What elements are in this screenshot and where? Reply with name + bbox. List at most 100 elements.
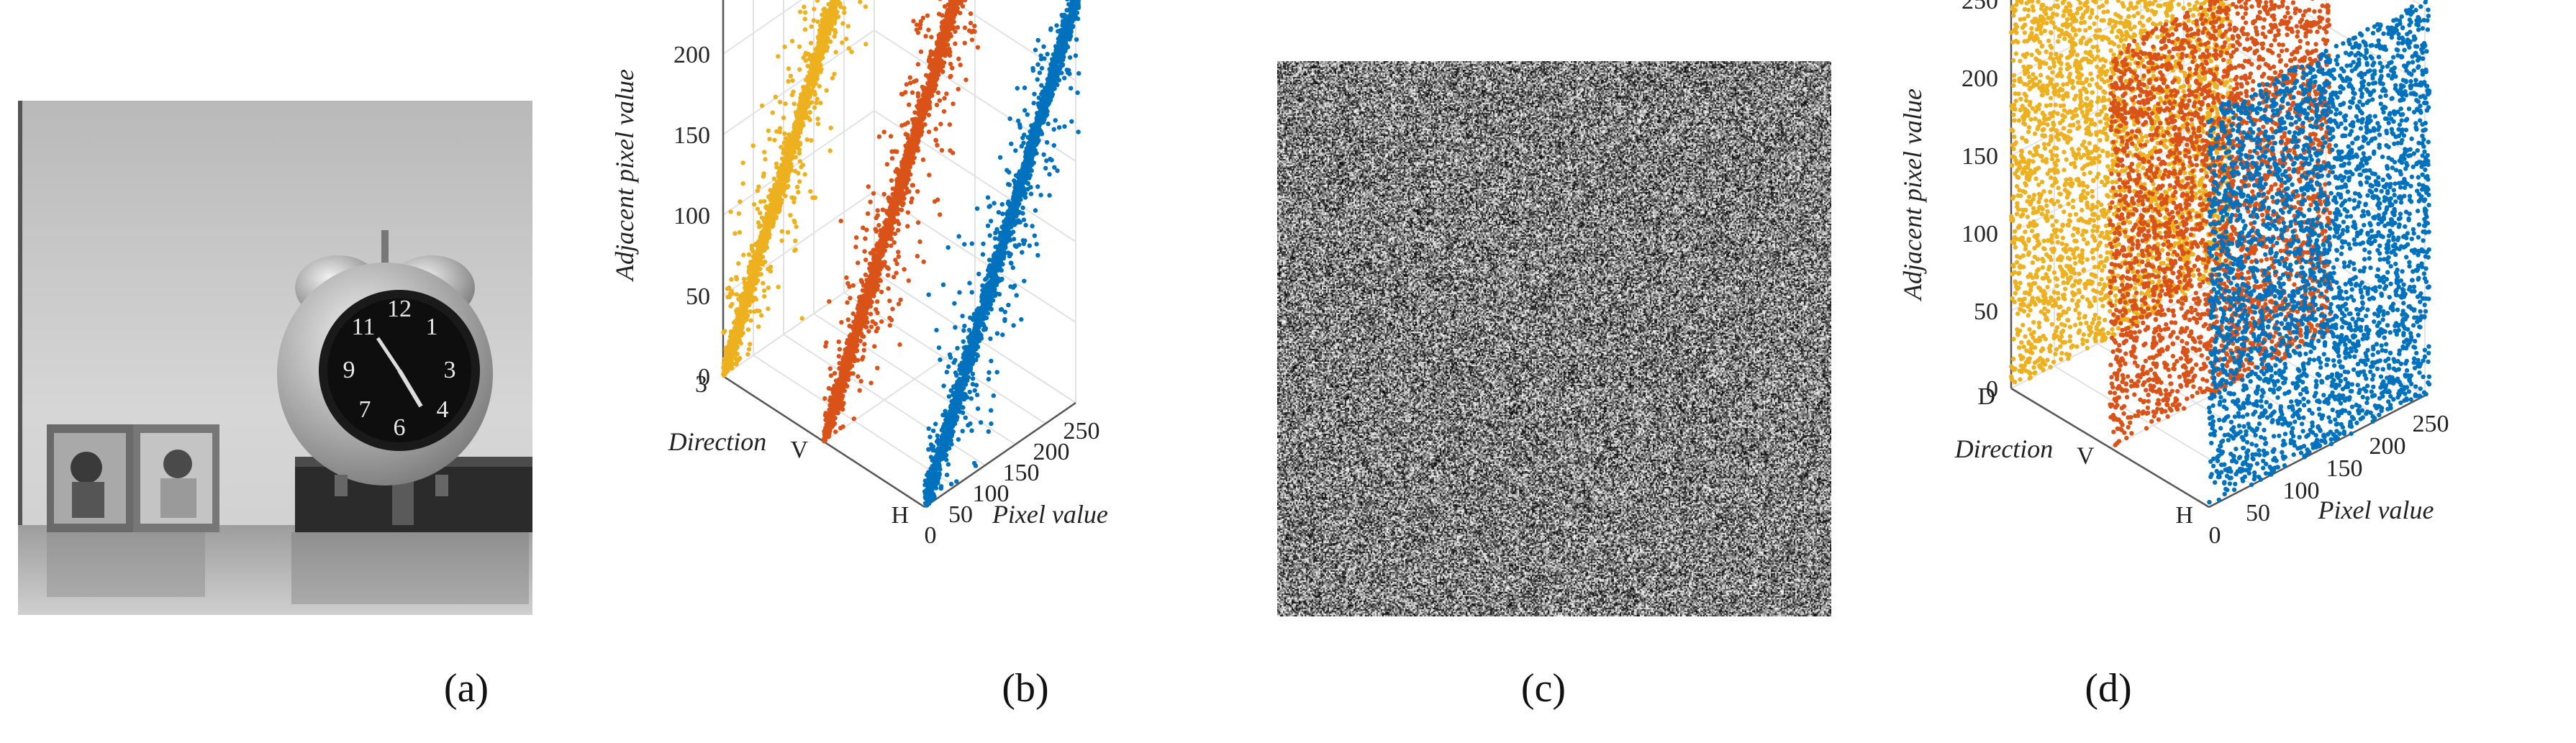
data-point-V xyxy=(889,156,895,161)
data-point-V xyxy=(920,110,926,116)
data-point-D xyxy=(728,350,734,355)
data-point-D xyxy=(791,89,796,94)
data-point-D xyxy=(782,131,787,136)
data-point-V xyxy=(902,122,908,127)
data-point-D xyxy=(842,10,847,15)
data-point-D xyxy=(779,198,784,203)
data-point-V xyxy=(953,41,958,46)
panel-a-photo: 12 3 6 9 1 4 7 11 xyxy=(18,101,532,615)
data-point-V xyxy=(862,249,867,254)
data-point-V xyxy=(858,378,863,384)
clock-photo-image: 12 3 6 9 1 4 7 11 xyxy=(18,101,532,615)
data-point-V xyxy=(894,270,899,275)
data-point-V xyxy=(890,306,895,311)
data-point-V xyxy=(858,302,863,307)
data-point-V xyxy=(894,261,899,266)
data-point-V xyxy=(844,275,849,281)
grid-line xyxy=(722,271,875,377)
data-point-D xyxy=(774,215,779,221)
data-point-V xyxy=(863,257,869,263)
data-point-V xyxy=(864,227,869,232)
data-point-D xyxy=(748,318,753,323)
data-point-V xyxy=(851,332,857,337)
data-point-V xyxy=(892,149,897,154)
data-point-V xyxy=(942,96,947,101)
series-D xyxy=(721,0,869,378)
data-point-V xyxy=(940,13,945,18)
data-point-V xyxy=(911,19,916,24)
data-point-D xyxy=(774,209,779,214)
data-point-D xyxy=(777,126,783,131)
data-point-V xyxy=(899,207,904,212)
data-point-V xyxy=(935,197,940,202)
data-point-D xyxy=(729,330,734,335)
data-point-D xyxy=(759,313,764,318)
data-point-D xyxy=(797,179,802,184)
data-point-D xyxy=(722,371,728,376)
data-point-D xyxy=(808,188,813,194)
data-point-D xyxy=(774,165,779,170)
data-point-D xyxy=(776,190,781,195)
data-point-D xyxy=(733,352,739,357)
data-point-D xyxy=(756,220,761,225)
data-point-D xyxy=(727,285,732,291)
data-point-D xyxy=(804,77,809,82)
data-point-V xyxy=(881,191,886,197)
data-point-D xyxy=(817,83,822,89)
data-point-D xyxy=(770,110,775,115)
data-point-V xyxy=(840,406,845,412)
data-point-V xyxy=(845,383,850,389)
data-point-D xyxy=(752,276,757,281)
data-point-V xyxy=(863,236,868,241)
data-point-V xyxy=(939,147,945,153)
data-point-V xyxy=(861,323,866,329)
data-point-D xyxy=(786,156,792,162)
data-point-D xyxy=(780,190,785,195)
data-point-D xyxy=(781,159,786,164)
data-point-D xyxy=(756,254,761,259)
data-point-D xyxy=(762,232,768,237)
data-point-D xyxy=(733,231,738,236)
data-point-V xyxy=(840,402,845,408)
data-point-D xyxy=(820,12,825,17)
data-point-D xyxy=(831,12,836,17)
data-point-V xyxy=(922,92,928,97)
data-point-D xyxy=(737,229,742,235)
data-point-D xyxy=(735,328,740,333)
data-point-V xyxy=(951,101,956,106)
data-point-V xyxy=(856,374,861,379)
data-point-V xyxy=(875,299,880,304)
data-point-D xyxy=(824,22,829,27)
data-point-V xyxy=(956,56,961,62)
data-point-V xyxy=(938,212,943,217)
data-point-V xyxy=(910,183,916,188)
data-point-D xyxy=(799,316,804,321)
data-point-D xyxy=(751,201,757,207)
data-point-V xyxy=(896,301,902,306)
data-point-V xyxy=(956,86,961,92)
data-point-D xyxy=(763,225,768,231)
data-point-V xyxy=(863,307,869,312)
data-point-D xyxy=(840,40,845,45)
data-point-D xyxy=(800,120,805,126)
data-point-D xyxy=(799,100,805,105)
data-point-D xyxy=(793,168,798,174)
data-point-D xyxy=(773,94,779,99)
data-point-D xyxy=(797,159,803,164)
data-point-D xyxy=(830,5,835,10)
data-point-V xyxy=(875,213,880,218)
data-point-D xyxy=(822,6,827,12)
data-point-V xyxy=(851,416,856,421)
data-point-D xyxy=(818,100,823,106)
data-point-V xyxy=(915,189,920,194)
data-point-D xyxy=(835,14,841,19)
data-point-D xyxy=(734,345,739,350)
data-point-V xyxy=(866,290,871,295)
data-point-V xyxy=(935,142,940,147)
data-point-V xyxy=(926,58,932,64)
caption-a: (a) xyxy=(443,666,489,711)
data-point-V xyxy=(931,75,936,81)
data-point-D xyxy=(762,199,767,204)
data-point-V xyxy=(926,27,931,32)
data-point-V xyxy=(891,211,896,216)
